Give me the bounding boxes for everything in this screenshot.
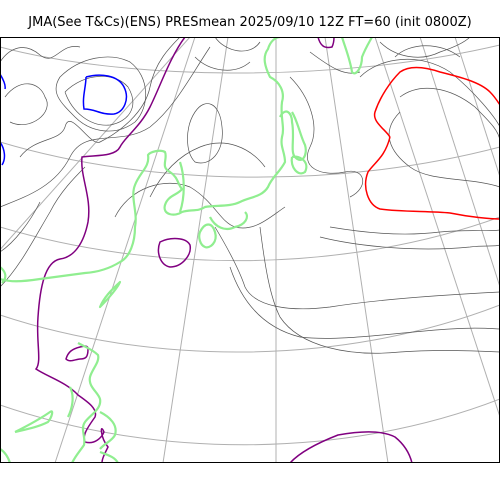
coastline-taiwan [71, 342, 102, 463]
latitude-line [0, 141, 500, 178]
contour-purple-loop [157, 237, 191, 268]
meridian-line [0, 37, 191, 251]
meridian-lines [0, 37, 500, 463]
coastline-korea [178, 161, 249, 231]
latitude-line [0, 304, 500, 353]
contour-purple-small [65, 345, 89, 362]
coastline-island-west [98, 280, 122, 309]
contour-purple-top [317, 37, 335, 49]
isobar [194, 56, 251, 71]
isobar [0, 46, 211, 208]
isobar [259, 226, 500, 354]
isobar [319, 236, 500, 250]
map-title: JMA(See T&Cs)(ENS) PRESmean 2025/09/10 1… [28, 15, 472, 30]
coastline-peninsula [198, 223, 217, 249]
contour-purple-south [289, 431, 413, 463]
isobar [359, 58, 500, 128]
contour-lines [0, 37, 500, 463]
isobar [229, 266, 500, 339]
isobar [394, 45, 461, 58]
coastline-west-tip [0, 266, 7, 284]
isobar [0, 201, 41, 253]
isobar [64, 75, 134, 126]
latitude-line [0, 44, 500, 74]
meridian-line [374, 37, 500, 418]
isobar [55, 56, 147, 132]
coastline-mainland [0, 37, 287, 283]
coastline-southwest [14, 410, 54, 434]
isobars [0, 37, 500, 354]
latitude-line [0, 398, 500, 446]
isobar [187, 103, 223, 164]
meridian-line [454, 37, 500, 178]
isobar [214, 37, 261, 52]
contour-blue-loop [82, 74, 128, 115]
meridian-line [419, 37, 500, 288]
isobar [379, 37, 471, 58]
isobar [4, 83, 48, 125]
isobar [0, 166, 86, 288]
coastline-sakhalin [340, 37, 373, 75]
coastline-coast-south [67, 386, 119, 463]
pressure-map [0, 37, 500, 463]
coastlines [0, 37, 373, 463]
coastline-southwest-tip [0, 448, 12, 463]
isobar [0, 46, 81, 63]
isobar [388, 111, 500, 188]
isobar [329, 226, 500, 235]
isobar [214, 226, 500, 310]
contour-red [364, 66, 500, 220]
contour-purple-west [34, 37, 186, 463]
isobar [149, 142, 266, 198]
isobar [289, 76, 363, 198]
latitude-lines [0, 44, 500, 446]
meridian-line [324, 37, 389, 463]
isobar [399, 87, 500, 143]
map-panel [0, 37, 500, 463]
latitude-line [0, 216, 500, 262]
meridian-line [54, 37, 196, 463]
coastline-japan [290, 155, 308, 175]
isobar [19, 37, 181, 158]
meridian-line [162, 37, 229, 463]
